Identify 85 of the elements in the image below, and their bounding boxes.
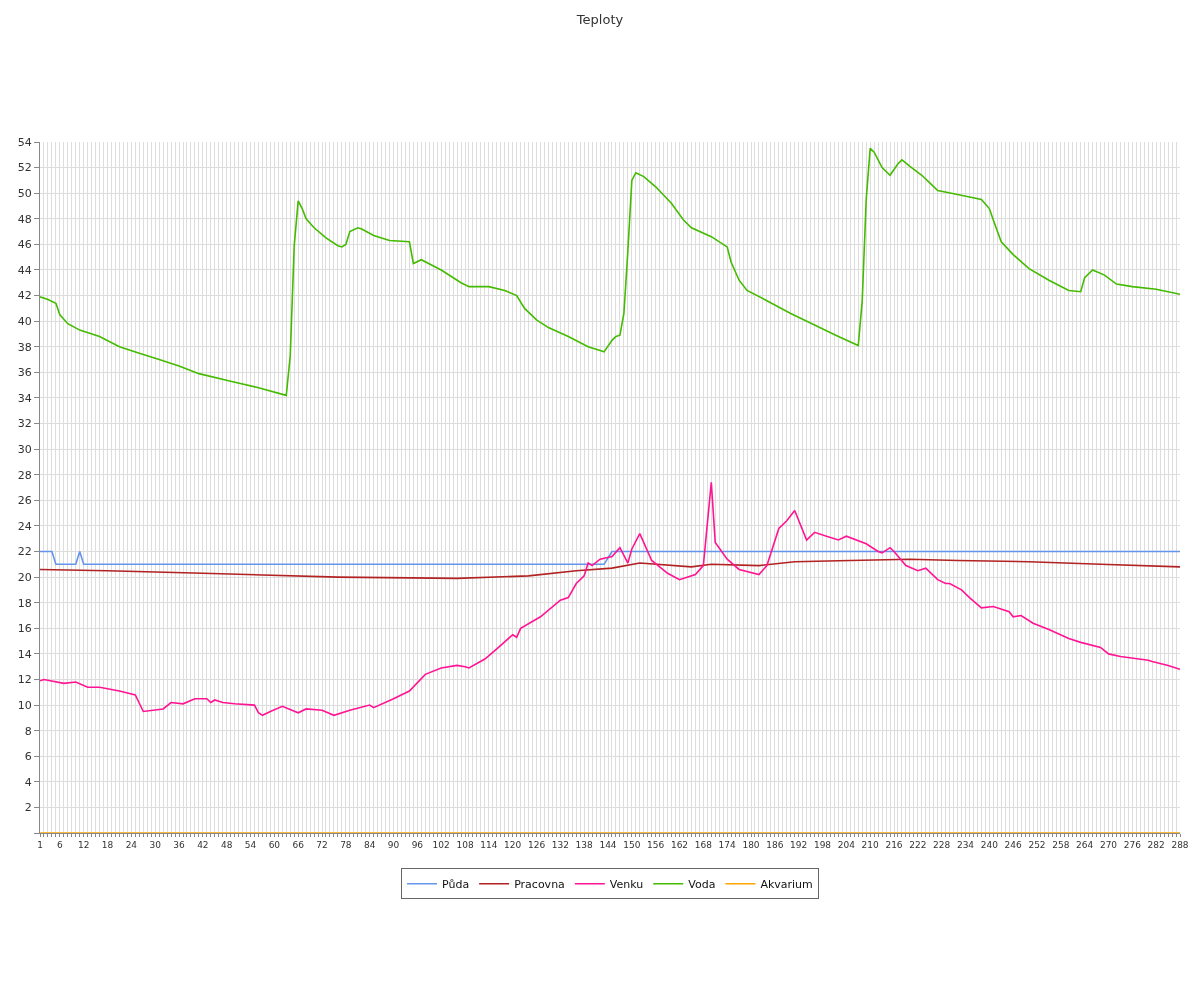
y-tick-label: 20 bbox=[17, 570, 32, 584]
y-tick-label: 46 bbox=[17, 238, 32, 252]
x-tick-label: 60 bbox=[268, 839, 281, 850]
legend-label: Akvarium bbox=[760, 877, 813, 891]
x-tick-label: 30 bbox=[149, 839, 162, 850]
x-tick-label: 192 bbox=[790, 839, 808, 850]
x-tick-label: 264 bbox=[1076, 839, 1094, 850]
line-series bbox=[40, 558, 1180, 580]
y-tick-label: 50 bbox=[17, 187, 32, 201]
y-tick-label: 8 bbox=[24, 724, 32, 738]
legend-label: Venku bbox=[609, 877, 644, 891]
y-tick-label: 26 bbox=[17, 494, 32, 508]
y-tick-label: 38 bbox=[17, 340, 32, 354]
x-tick-label: 72 bbox=[316, 839, 328, 850]
x-tick-label: 24 bbox=[125, 839, 138, 850]
x-tick-label: 6 bbox=[56, 839, 63, 850]
y-tick-label: 16 bbox=[17, 622, 32, 636]
y-tick-label: 12 bbox=[17, 673, 32, 687]
x-tick-label: 138 bbox=[575, 839, 594, 850]
x-tick-label: 114 bbox=[480, 839, 498, 850]
x-tick-label: 258 bbox=[1052, 839, 1070, 850]
x-tick-label: 96 bbox=[411, 839, 424, 850]
y-tick-label: 48 bbox=[17, 212, 32, 226]
y-tick-label: 30 bbox=[17, 442, 32, 456]
x-tick-label: 240 bbox=[980, 839, 999, 850]
x-tick-label: 246 bbox=[1004, 839, 1023, 850]
x-tick-label: 234 bbox=[956, 839, 975, 850]
y-tick-label: 54 bbox=[17, 135, 32, 149]
x-tick-label: 12 bbox=[77, 839, 90, 850]
x-tick-label: 126 bbox=[527, 839, 546, 850]
y-tick-label: 42 bbox=[17, 289, 32, 303]
y-tick-label: 14 bbox=[17, 647, 32, 661]
y-tick-label: 44 bbox=[17, 263, 32, 277]
x-tick-label: 288 bbox=[1171, 839, 1189, 850]
x-tick-label: 276 bbox=[1123, 839, 1142, 850]
y-tick-label: 22 bbox=[17, 545, 32, 559]
x-tick-label: 252 bbox=[1028, 839, 1046, 850]
x-tick-label: 222 bbox=[909, 839, 927, 850]
x-tick-label: 84 bbox=[363, 839, 376, 850]
x-tick-label: 36 bbox=[173, 839, 186, 850]
legend-label: Voda bbox=[688, 877, 716, 891]
x-tick-label: 168 bbox=[694, 839, 713, 850]
legend-label: Pracovna bbox=[514, 877, 565, 891]
y-tick-label: 18 bbox=[17, 596, 32, 610]
x-tick-label: 186 bbox=[766, 839, 784, 850]
x-tick-label: 198 bbox=[813, 839, 832, 850]
y-tick-label: 52 bbox=[17, 161, 32, 175]
x-tick-label: 144 bbox=[599, 839, 617, 850]
x-tick-label: 204 bbox=[837, 839, 856, 850]
y-tick-label: 10 bbox=[17, 698, 32, 712]
x-tick-label: 216 bbox=[885, 839, 903, 850]
x-tick-label: 210 bbox=[861, 839, 880, 850]
x-tick-label: 282 bbox=[1147, 839, 1165, 850]
x-tick-label: 132 bbox=[551, 839, 569, 850]
x-tick-label: 180 bbox=[742, 839, 760, 850]
y-tick-label: 6 bbox=[24, 750, 32, 764]
x-tick-label: 174 bbox=[718, 839, 737, 850]
x-tick-label: 102 bbox=[432, 839, 450, 850]
x-tick-label: 108 bbox=[456, 839, 474, 850]
x-tick-label: 42 bbox=[197, 839, 209, 850]
x-tick-label: 54 bbox=[244, 839, 257, 850]
y-tick-label: 40 bbox=[17, 315, 32, 329]
x-tick-label: 120 bbox=[504, 839, 522, 850]
legend-label: Půda bbox=[442, 877, 470, 891]
y-tick-label: 2 bbox=[24, 801, 32, 815]
y-tick-label: 34 bbox=[17, 391, 32, 405]
y-tick-label: 28 bbox=[17, 468, 32, 482]
x-tick-label: 150 bbox=[623, 839, 641, 850]
line-series bbox=[40, 147, 1180, 397]
y-tick-label: 36 bbox=[17, 366, 32, 380]
x-tick-label: 78 bbox=[340, 839, 352, 850]
line-series bbox=[40, 481, 1180, 717]
x-tick-label: 162 bbox=[670, 839, 689, 850]
x-tick-label: 228 bbox=[933, 839, 951, 850]
x-tick-label: 156 bbox=[647, 839, 665, 850]
y-tick-label: 32 bbox=[17, 417, 32, 431]
x-tick-label: 90 bbox=[387, 839, 400, 850]
x-tick-label: 48 bbox=[220, 839, 233, 850]
chart-title: Teploty bbox=[575, 12, 624, 28]
x-tick-label: 270 bbox=[1099, 839, 1118, 850]
x-tick-label: 18 bbox=[101, 839, 114, 850]
y-tick-label: 24 bbox=[17, 519, 32, 533]
y-tick-label: 4 bbox=[24, 775, 32, 789]
x-tick-label: 1 bbox=[37, 839, 43, 850]
x-tick-label: 66 bbox=[292, 839, 305, 850]
